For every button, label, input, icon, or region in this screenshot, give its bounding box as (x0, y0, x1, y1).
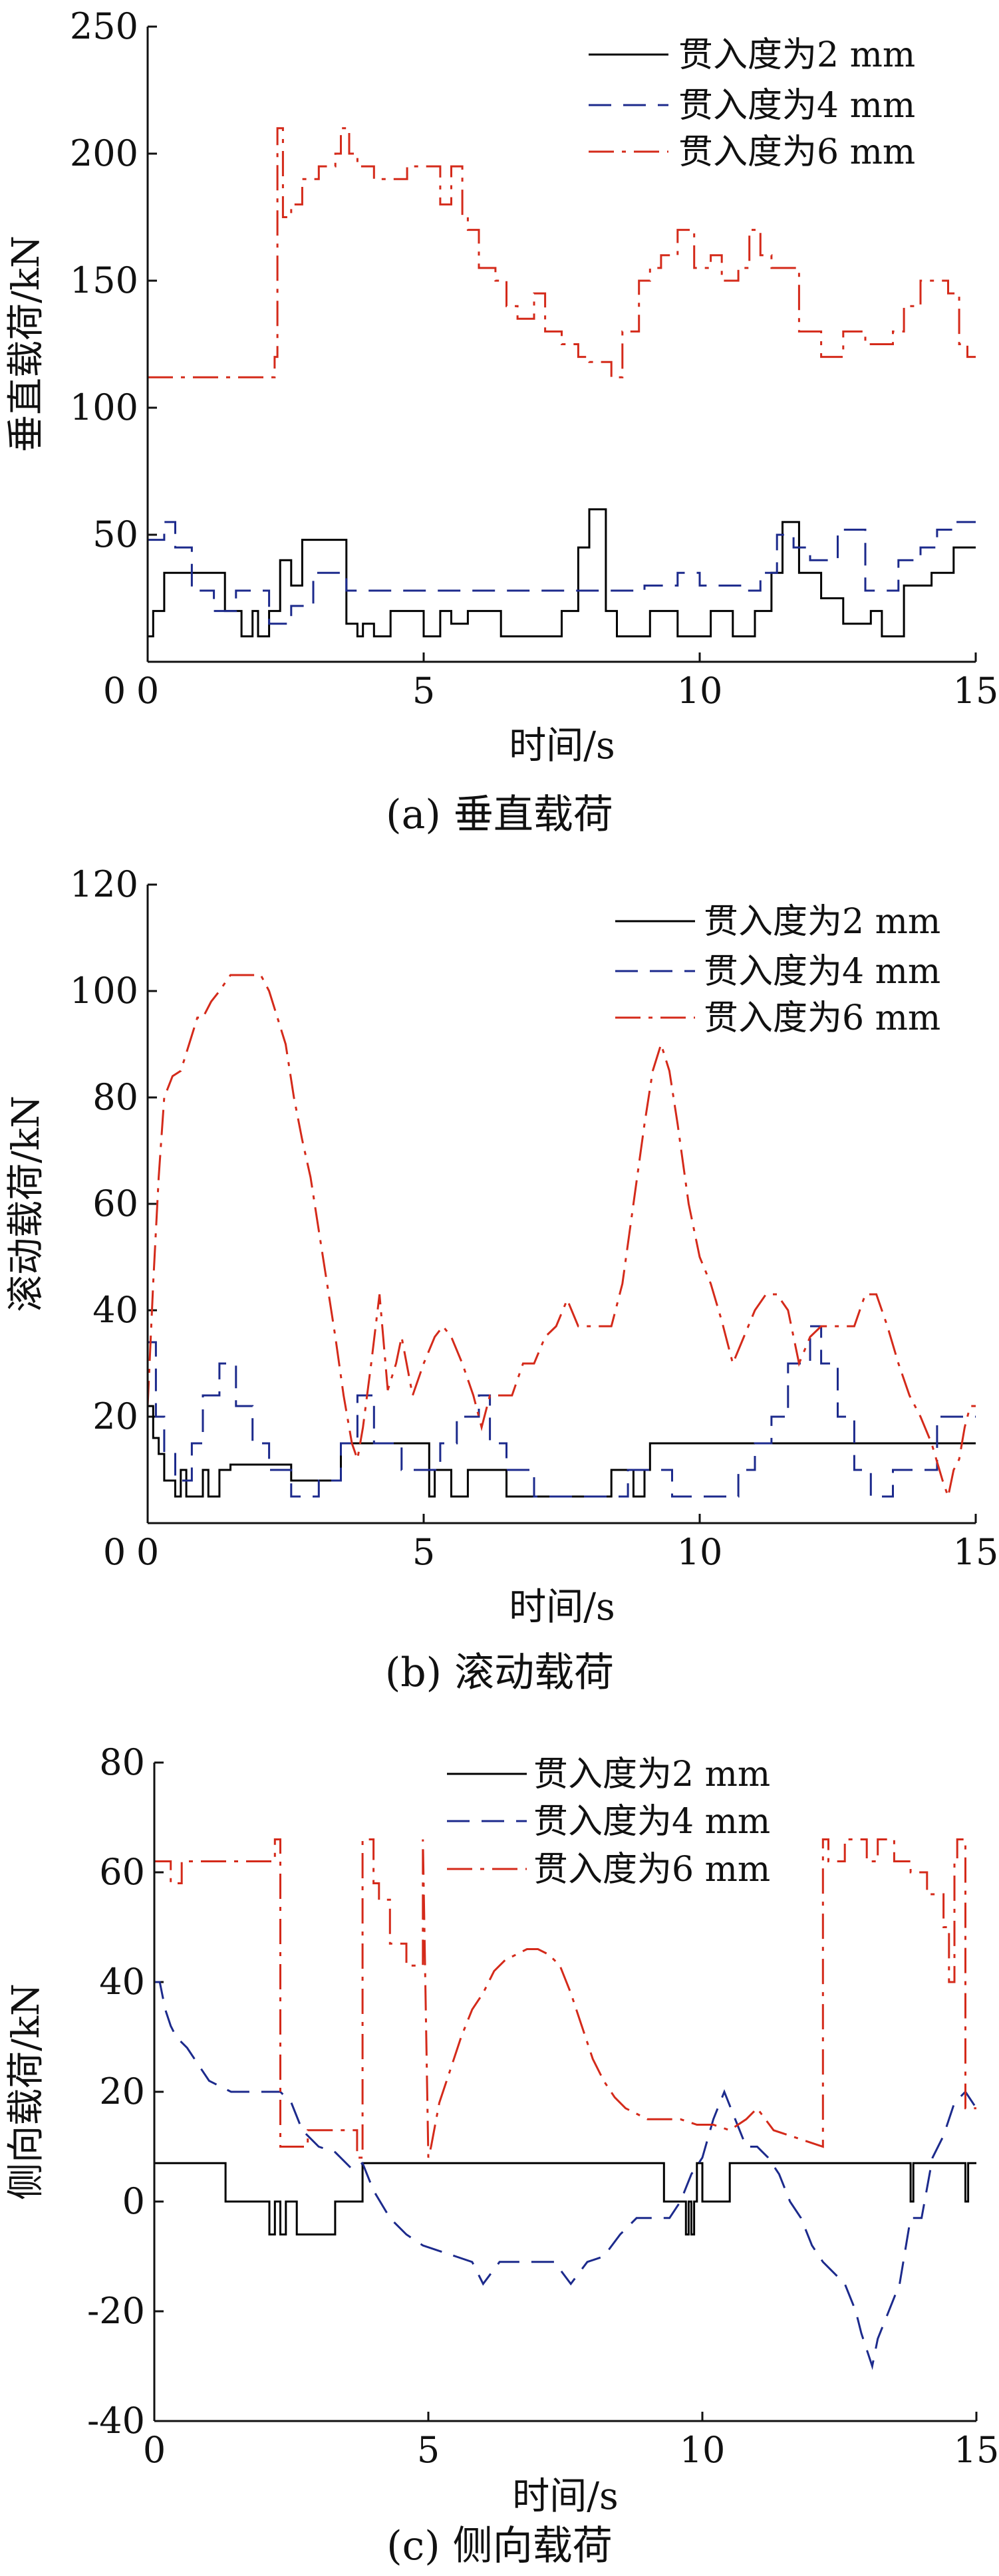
y-tick-label: 20 (92, 1395, 138, 1437)
legend-label-2mm: 贯入度为2 mm (704, 902, 940, 942)
y-axis-label: 侧向载荷/kN (5, 1983, 48, 2200)
legend-label-6mm: 贯入度为6 mm (533, 1850, 770, 1890)
panel-vertical-load: 0 5 10 15 50 100 150 200 250 0 垂直载荷/kN 时间/s 贯入度为2… (0, 0, 999, 851)
origin-label: 0 (103, 1531, 126, 1573)
y-tick-label: -40 (87, 2400, 145, 2442)
y-tick-label: 40 (99, 1961, 145, 2003)
y-tick-label: -20 (87, 2290, 145, 2332)
legend-label-6mm: 贯入度为6 mm (678, 132, 915, 172)
y-tick-label: 20 (99, 2071, 145, 2112)
series-line-4mm (148, 521, 976, 625)
legend-label-4mm: 贯入度为4 mm (678, 86, 915, 126)
panel-background (0, 0, 999, 851)
y-tick-label: 100 (70, 386, 138, 428)
series-line-2mm (148, 1405, 976, 1498)
x-tick-label: 5 (412, 1531, 435, 1573)
plot-area: 0 5 10 15 20 40 60 80 100 120 0 (70, 863, 998, 1573)
x-axis-label: 时间/s (512, 2475, 619, 2518)
y-tick-label: 200 (70, 132, 138, 174)
x-tick-label: 15 (953, 670, 999, 712)
legend-label-2mm: 贯入度为2 mm (678, 35, 915, 75)
panel-lateral-load: 0 5 10 15 -40 -20 0 20 40 60 80 侧向载荷/kN 时间/s 贯入度为2… (5, 1741, 999, 2569)
legend-label-4mm: 贯入度为4 mm (533, 1802, 770, 1842)
legend: 贯入度为2 mm 贯入度为4 mm 贯入度为6 mm (589, 35, 915, 172)
y-tick-label: 250 (70, 5, 138, 47)
y-tick-label: 80 (92, 1076, 138, 1118)
caption: (b) 滚动载荷 (385, 1649, 614, 1696)
x-tick-label: 0 (136, 1531, 159, 1573)
legend-label-2mm: 贯入度为2 mm (533, 1755, 770, 1794)
y-tick-label: 60 (92, 1183, 138, 1224)
plot-area: 0 5 10 15 50 100 150 200 250 0 (70, 5, 998, 712)
legend-label-6mm: 贯入度为6 mm (704, 998, 940, 1038)
caption: (a) 垂直载荷 (386, 791, 613, 838)
series-line-2mm (154, 2162, 976, 2235)
origin-label: 0 (103, 670, 126, 712)
series-line-4mm (154, 1981, 978, 2370)
y-tick-label: 60 (99, 1851, 145, 1893)
x-axis-label: 时间/s (509, 724, 615, 768)
y-tick-label: 150 (70, 259, 138, 301)
legend-label-4mm: 贯入度为4 mm (704, 952, 940, 992)
x-tick-label: 0 (143, 2429, 166, 2471)
x-tick-label: 15 (953, 1531, 999, 1573)
series-line-4mm (148, 1325, 976, 1498)
y-tick-label: 50 (92, 513, 138, 555)
y-axis-label: 滚动载荷/kN (5, 1095, 48, 1312)
x-axis-label: 时间/s (509, 1586, 615, 1629)
x-tick-label: 15 (954, 2429, 999, 2471)
x-tick-label: 5 (417, 2429, 440, 2471)
x-tick-label: 10 (677, 1531, 723, 1573)
series-line-2mm (148, 508, 976, 638)
x-tick-label: 0 (136, 670, 159, 712)
legend: 贯入度为2 mm 贯入度为4 mm 贯入度为6 mm (615, 902, 940, 1038)
x-tick-label: 5 (412, 670, 435, 712)
plot-area: 0 5 10 15 -40 -20 0 20 40 60 80 (87, 1741, 999, 2471)
x-tick-label: 10 (680, 2429, 726, 2471)
y-tick-label: 120 (70, 863, 138, 905)
series-line-6mm (154, 1838, 976, 2159)
y-tick-label: 80 (99, 1741, 145, 1783)
y-axis-label: 垂直载荷/kN (5, 235, 48, 452)
caption: (c) 侧向载荷 (386, 2523, 613, 2569)
series-line-6mm (146, 974, 976, 1501)
panel-rolling-load: 0 5 10 15 20 40 60 80 100 120 0 滚动载荷/kN 时间/s 贯入度为2… (5, 863, 998, 1696)
y-tick-label: 100 (70, 970, 138, 1012)
y-tick-label: 40 (92, 1289, 138, 1331)
series-line-6mm (148, 127, 976, 378)
legend: 贯入度为2 mm 贯入度为4 mm 贯入度为6 mm (447, 1755, 770, 1890)
y-tick-label: 0 (122, 2180, 145, 2222)
x-tick-label: 10 (677, 670, 723, 712)
